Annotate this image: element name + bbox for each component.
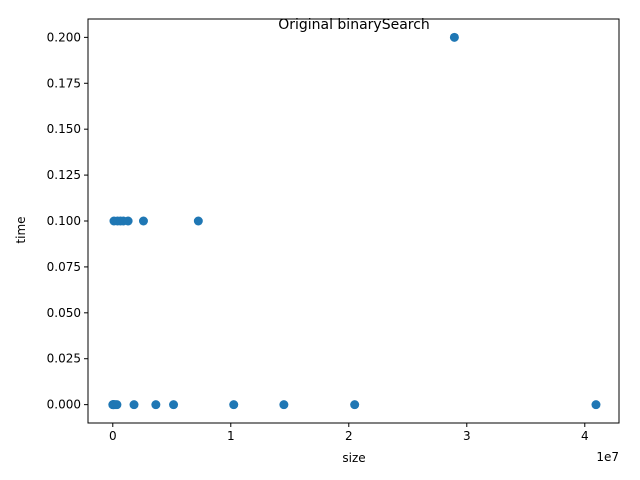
data-point-19	[449, 32, 459, 42]
data-point-16	[229, 400, 239, 410]
data-point-20	[591, 400, 601, 410]
y-axis-label: time	[14, 216, 28, 243]
data-point-17	[279, 400, 289, 410]
x-axis-offset-label: 1e7	[596, 450, 619, 464]
data-point-10	[123, 216, 133, 226]
x-tick-label: 2	[345, 429, 353, 443]
data-point-13	[151, 400, 161, 410]
x-tick-label: 3	[463, 429, 471, 443]
y-tick-label: 0.025	[47, 352, 81, 366]
data-point-18	[350, 400, 360, 410]
data-point-12	[138, 216, 148, 226]
chart-title: Original binarySearch	[278, 17, 430, 33]
x-tick-label: 4	[581, 429, 589, 443]
data-point-15	[193, 216, 203, 226]
y-tick-label: 0.200	[47, 30, 81, 44]
y-tick-label: 0.150	[47, 122, 81, 136]
y-tick-label: 0.050	[47, 306, 81, 320]
data-point-14	[169, 400, 179, 410]
y-tick-label: 0.075	[47, 260, 81, 274]
y-tick-label: 0.125	[47, 168, 81, 182]
x-tick-label: 0	[109, 429, 117, 443]
plot-frame	[87, 18, 620, 424]
y-tick-label: 0.100	[47, 214, 81, 228]
x-axis-ticks: 0 1 2 3 4	[109, 423, 589, 443]
y-tick-label: 0.000	[47, 398, 81, 412]
x-tick-label: 1	[227, 429, 235, 443]
x-axis-label: size	[342, 451, 365, 465]
data-point-5	[112, 400, 122, 410]
data-point-11	[129, 400, 139, 410]
y-axis-ticks: 0.000 0.025 0.050 0.075 0.100 0.125 0.150 0.175…	[47, 30, 88, 412]
data-points	[108, 32, 601, 410]
y-tick-label: 0.175	[47, 76, 81, 90]
